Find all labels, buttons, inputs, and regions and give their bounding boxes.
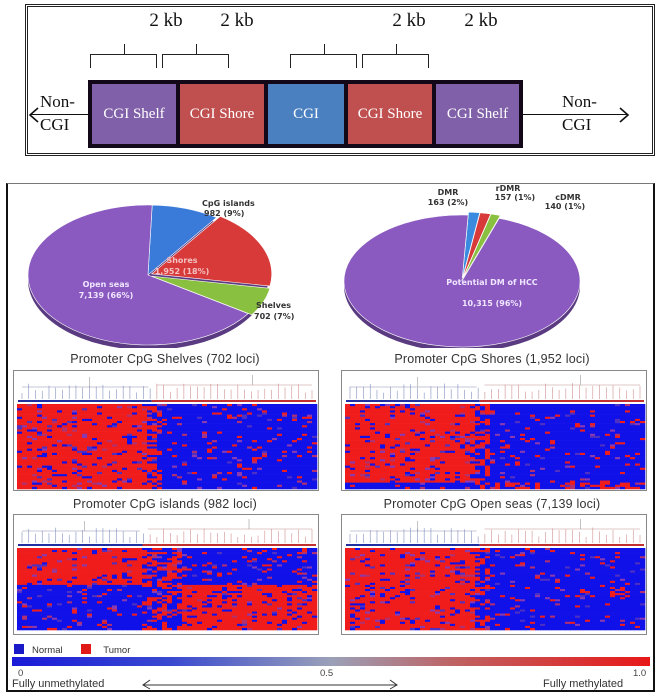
- pie-chart-dmr: DMR 163 (2%) rDMR 157 (1%) cDMR 140 (1%)…: [343, 184, 585, 348]
- left-axis-line: [30, 114, 88, 115]
- non-cgi-label-left: Non- CGI: [40, 92, 75, 134]
- heatmap-cells: [17, 548, 318, 631]
- heatmap-open-seas: [341, 514, 647, 635]
- label-cdmr-name: cDMR: [555, 193, 581, 202]
- label-cpg-islands-value: 982 (9%): [204, 209, 244, 218]
- pie-slice-rdmr: [462, 212, 492, 279]
- region-cgi: CGI: [268, 84, 344, 144]
- cgi-region-diagram: [25, 4, 655, 156]
- label-open-seas-value: 7,139 (66%): [79, 291, 134, 300]
- label-cpg-islands-name: CpG islands: [202, 199, 255, 208]
- label-shelves-value: 702 (7%): [254, 312, 294, 321]
- right-arrow-icon: [619, 107, 630, 123]
- scale-min: 0: [18, 668, 24, 679]
- region-bar: CGI Shelf CGI Shore CGI CGI Shore CGI Sh…: [88, 80, 523, 148]
- heatmap-title-shelves: Promoter CpG Shelves (702 loci): [70, 352, 260, 366]
- pie-slice-shores: [150, 216, 272, 287]
- pie-slice-open-seas: [27, 204, 249, 346]
- bracket-shore-left: [162, 44, 229, 68]
- scale-max: 1.0: [633, 668, 647, 679]
- tumor-swatch: [81, 644, 92, 654]
- pie-slice-dmr: [462, 211, 481, 279]
- kb-label-4: 2 kb: [464, 10, 498, 31]
- label-shores-name: Shores: [166, 256, 197, 265]
- scale-max-label: Fully methylated: [543, 678, 624, 690]
- kb-label-3: 2 kb: [392, 10, 426, 31]
- label-dmr-name: DMR: [438, 188, 459, 197]
- pie-chart-cpg-context: CpG islands 982 (9%) Shores 1,952 (18%) …: [27, 199, 294, 348]
- kb-label-1: 2 kb: [149, 10, 183, 31]
- legend-normal-label: Normal: [32, 645, 63, 656]
- legend-tumor-label: Tumor: [103, 645, 131, 656]
- dendrogram: [349, 375, 641, 399]
- dendrogram: [21, 519, 313, 543]
- label-rdmr-name: rDMR: [496, 184, 521, 193]
- region-cgi-shelf-right: CGI Shelf: [436, 84, 519, 144]
- kb-label-2: 2 kb: [220, 10, 254, 31]
- scale-mid: 0.5: [320, 668, 334, 679]
- right-axis-line: [523, 114, 627, 115]
- pie-slice-potential-dm-of-hcc: [343, 214, 581, 348]
- left-arrow-icon: [28, 107, 39, 123]
- heatmap-cells: [17, 404, 318, 490]
- pie-slice-shelves: [151, 275, 271, 316]
- methylation-colorbar: [12, 657, 650, 666]
- dendrogram: [21, 375, 313, 399]
- heatmap-title-shores: Promoter CpG Shores (1,952 loci): [394, 352, 590, 366]
- pie-slice-cdmr: [462, 213, 501, 279]
- region-cgi-shore-left: CGI Shore: [180, 84, 264, 144]
- heatmap-shores: [341, 370, 647, 491]
- label-rdmr-value: 157 (1%): [495, 193, 535, 202]
- label-shores-value: 1,952 (18%): [155, 267, 210, 276]
- label-cdmr-value: 140 (1%): [545, 202, 585, 211]
- methylation-figure-frame: [6, 183, 655, 692]
- region-cgi-shelf-left: CGI Shelf: [92, 84, 176, 144]
- region-cgi-shore-right: CGI Shore: [348, 84, 432, 144]
- label-potential-dm-value: 10,315 (96%): [462, 299, 522, 308]
- heatmap-shelves: [13, 370, 319, 491]
- heatmap-title-islands: Promoter CpG islands (982 loci): [72, 497, 258, 511]
- scale-min-label: Fully unmethylated: [12, 678, 105, 690]
- bracket-shore-right: [290, 44, 357, 68]
- label-potential-dm-name: Potential DM of HCC: [446, 278, 538, 287]
- label-open-seas-name: Open seas: [83, 280, 130, 289]
- sample-legend: Normal Tumor: [14, 644, 130, 656]
- non-cgi-label-right: Non- CGI: [562, 92, 597, 134]
- double-arrow-icon: [142, 679, 398, 690]
- bracket-shelf-left: [90, 44, 157, 68]
- heatmap-islands: [13, 514, 319, 635]
- label-dmr-value: 163 (2%): [428, 198, 468, 207]
- label-shelves-name: Shelves: [256, 301, 291, 310]
- normal-swatch: [14, 644, 24, 654]
- heatmap-title-open-seas: Promoter CpG Open seas (7,139 loci): [383, 497, 601, 511]
- heatmap-cells: [345, 548, 646, 631]
- bracket-shelf-right: [362, 44, 429, 68]
- dendrogram: [349, 519, 641, 543]
- heatmap-cells: [345, 404, 646, 490]
